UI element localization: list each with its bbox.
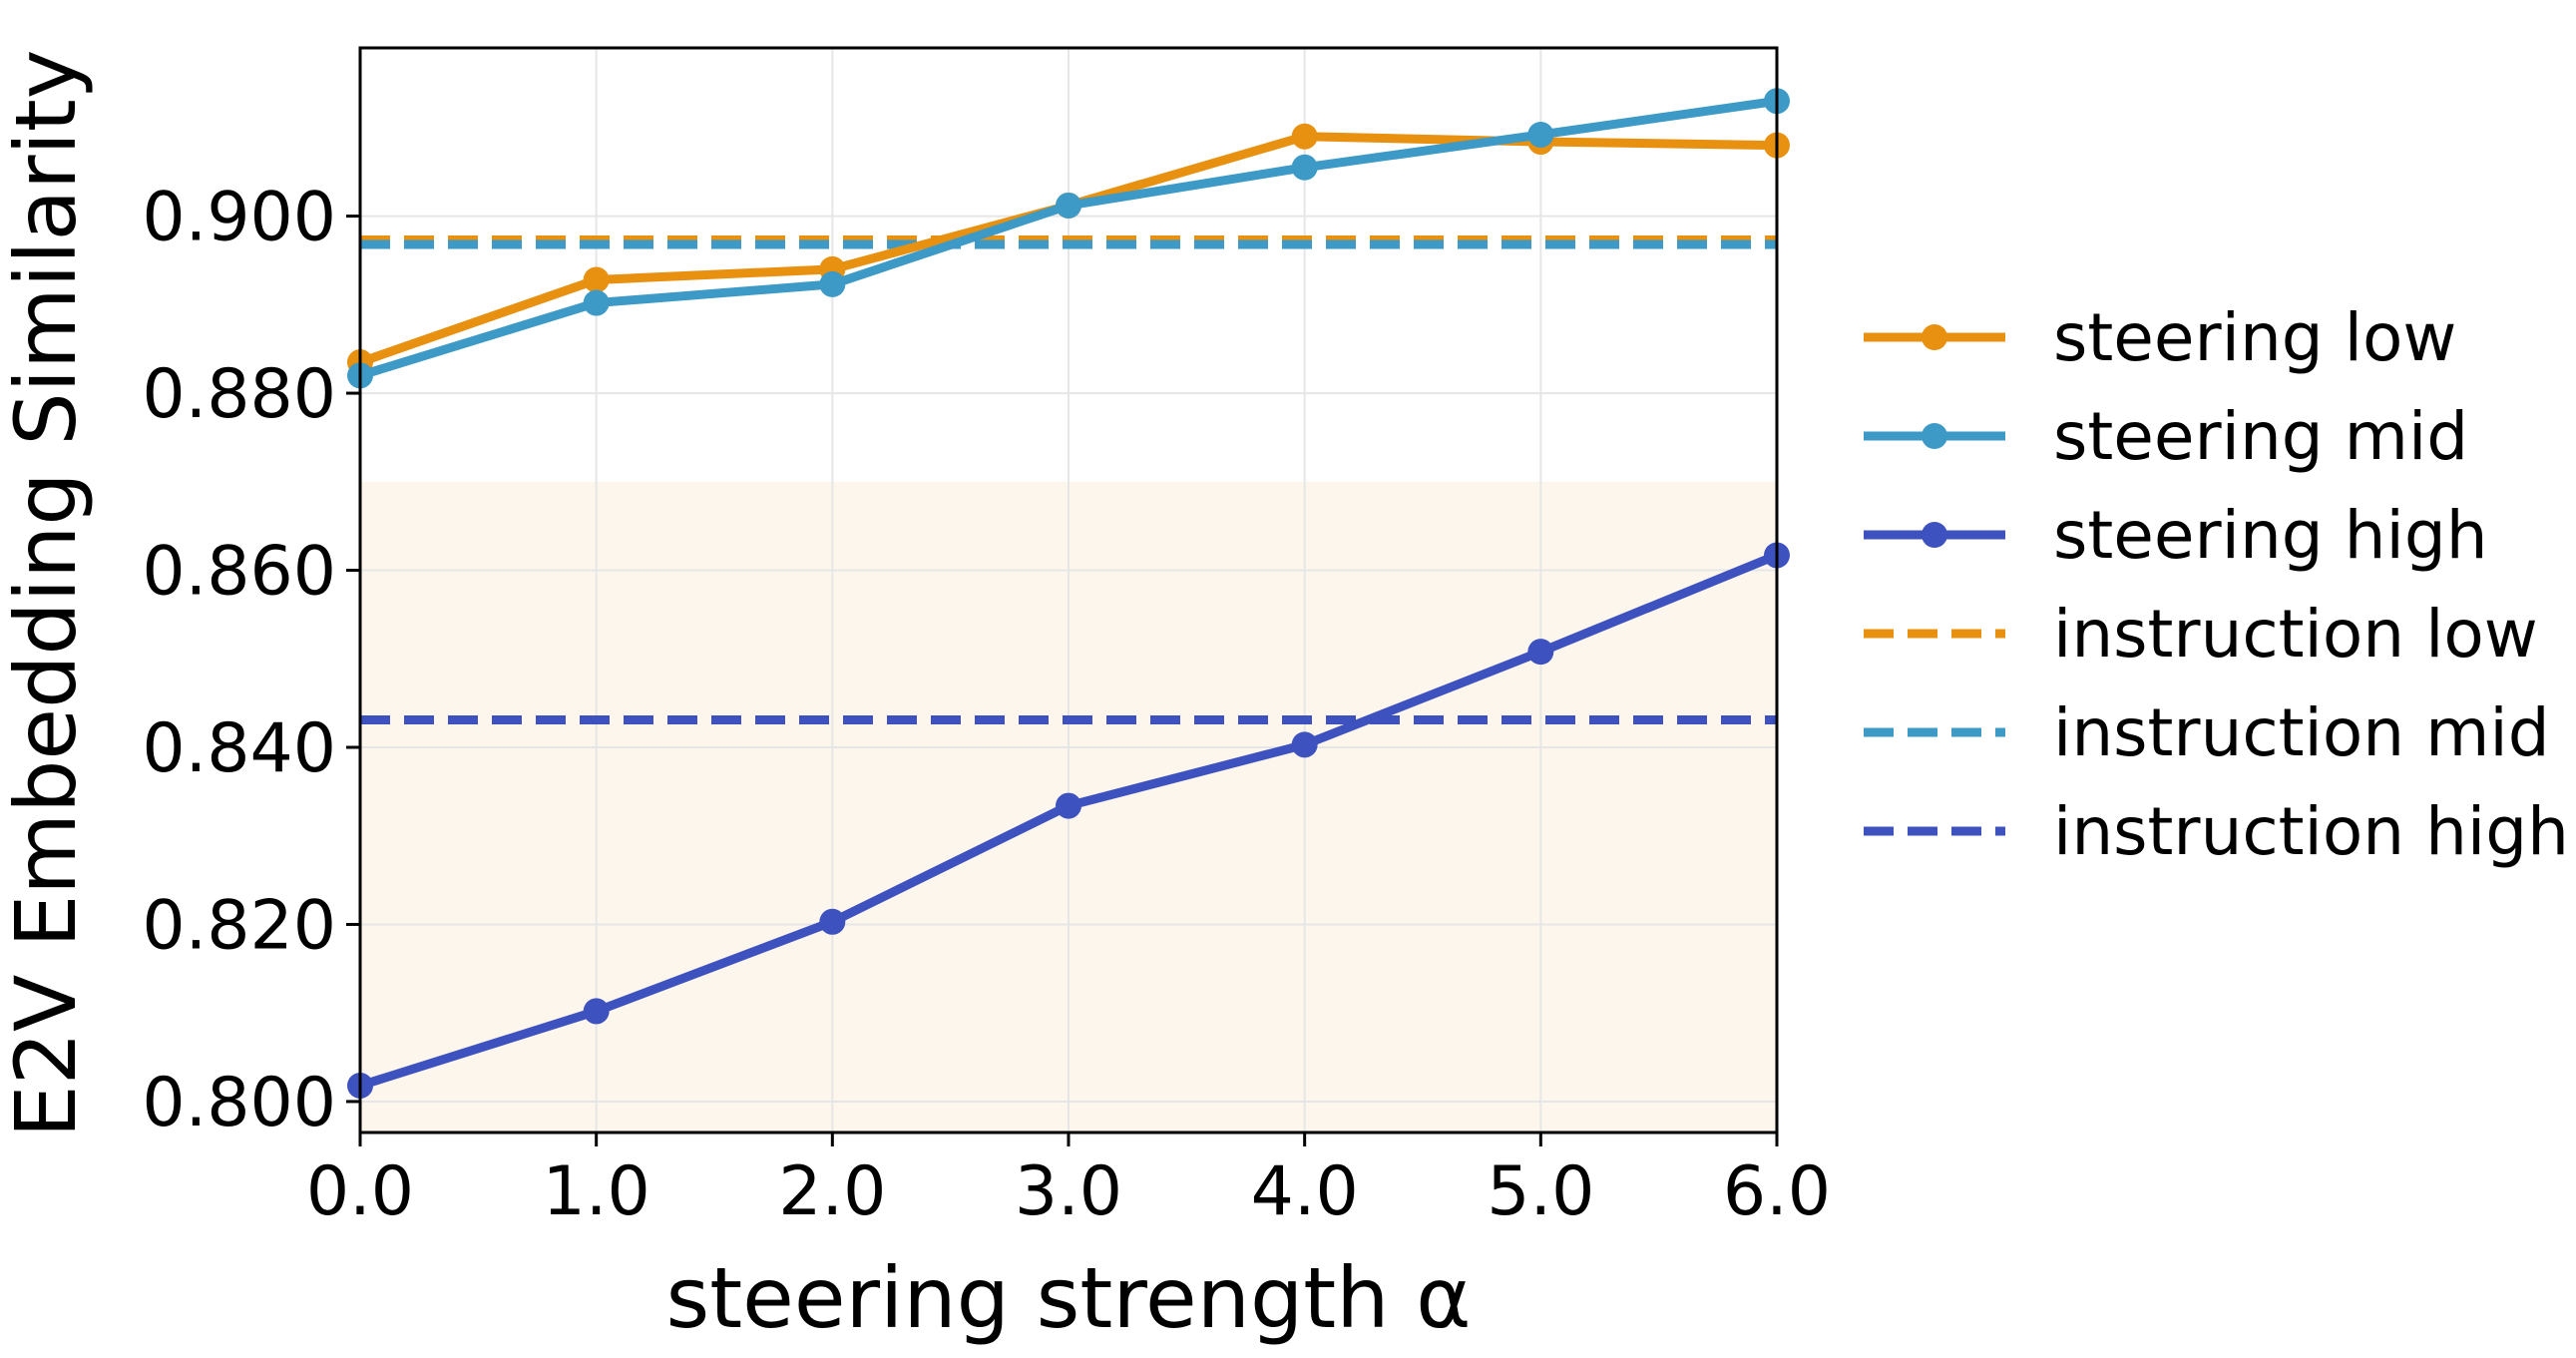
steering-low-point: [583, 266, 610, 293]
legend-instruction-high-label: instruction high: [2053, 793, 2569, 870]
steering-mid-point: [1056, 192, 1081, 219]
x-tick-label: 2.0: [778, 1152, 886, 1231]
y-tick-label: 0.800: [142, 1064, 336, 1142]
x-tick-label: 5.0: [1487, 1152, 1594, 1231]
legend: steering low steering mid steering high ins…: [1864, 299, 2569, 870]
steering-mid-point: [1291, 154, 1318, 181]
y-tick-label: 0.900: [142, 179, 336, 257]
steering-high-point: [583, 998, 610, 1025]
x-tick-label: 0.0: [306, 1152, 414, 1231]
x-tick-label: 1.0: [543, 1152, 650, 1231]
x-tick-label: 4.0: [1251, 1152, 1359, 1231]
legend-steering-high-label: steering high: [2053, 497, 2488, 574]
steering-mid-point: [583, 289, 610, 316]
y-tick-label: 0.880: [142, 355, 336, 434]
steering-high-point: [1056, 792, 1081, 819]
y-tick-label: 0.820: [142, 886, 336, 965]
y-axis-label: E2V Embedding Similarity: [0, 50, 95, 1138]
steering-mid-point: [819, 270, 846, 297]
x-tick-label: 3.0: [1015, 1152, 1122, 1231]
x-axis-label: steering strength α: [665, 1249, 1471, 1347]
steering-low-point: [1291, 123, 1318, 150]
steering-mid-point: [1527, 121, 1554, 148]
x-tick-label: 6.0: [1723, 1152, 1831, 1231]
legend-instruction-mid-label: instruction mid: [2053, 694, 2550, 771]
legend-instruction-low-label: instruction low: [2053, 596, 2538, 673]
legend-steering-mid-marker: [1922, 423, 1947, 449]
legend-steering-low-marker: [1922, 324, 1947, 350]
legend-steering-mid-label: steering mid: [2053, 398, 2468, 475]
steering-high-point: [1291, 731, 1318, 758]
steering-high-point: [819, 908, 846, 935]
y-tick-label: 0.860: [142, 533, 336, 612]
series-layer: [347, 88, 1790, 1099]
legend-steering-low-label: steering low: [2053, 299, 2456, 376]
ticks-layer: 0.0 1.0 2.0 3.0 4.0 5.0 6.0 0.800 0.820 0.840 0.86…: [142, 179, 1831, 1231]
steering-high-point: [1527, 639, 1554, 666]
y-tick-label: 0.840: [142, 709, 336, 788]
legend-steering-high-marker: [1922, 522, 1947, 548]
